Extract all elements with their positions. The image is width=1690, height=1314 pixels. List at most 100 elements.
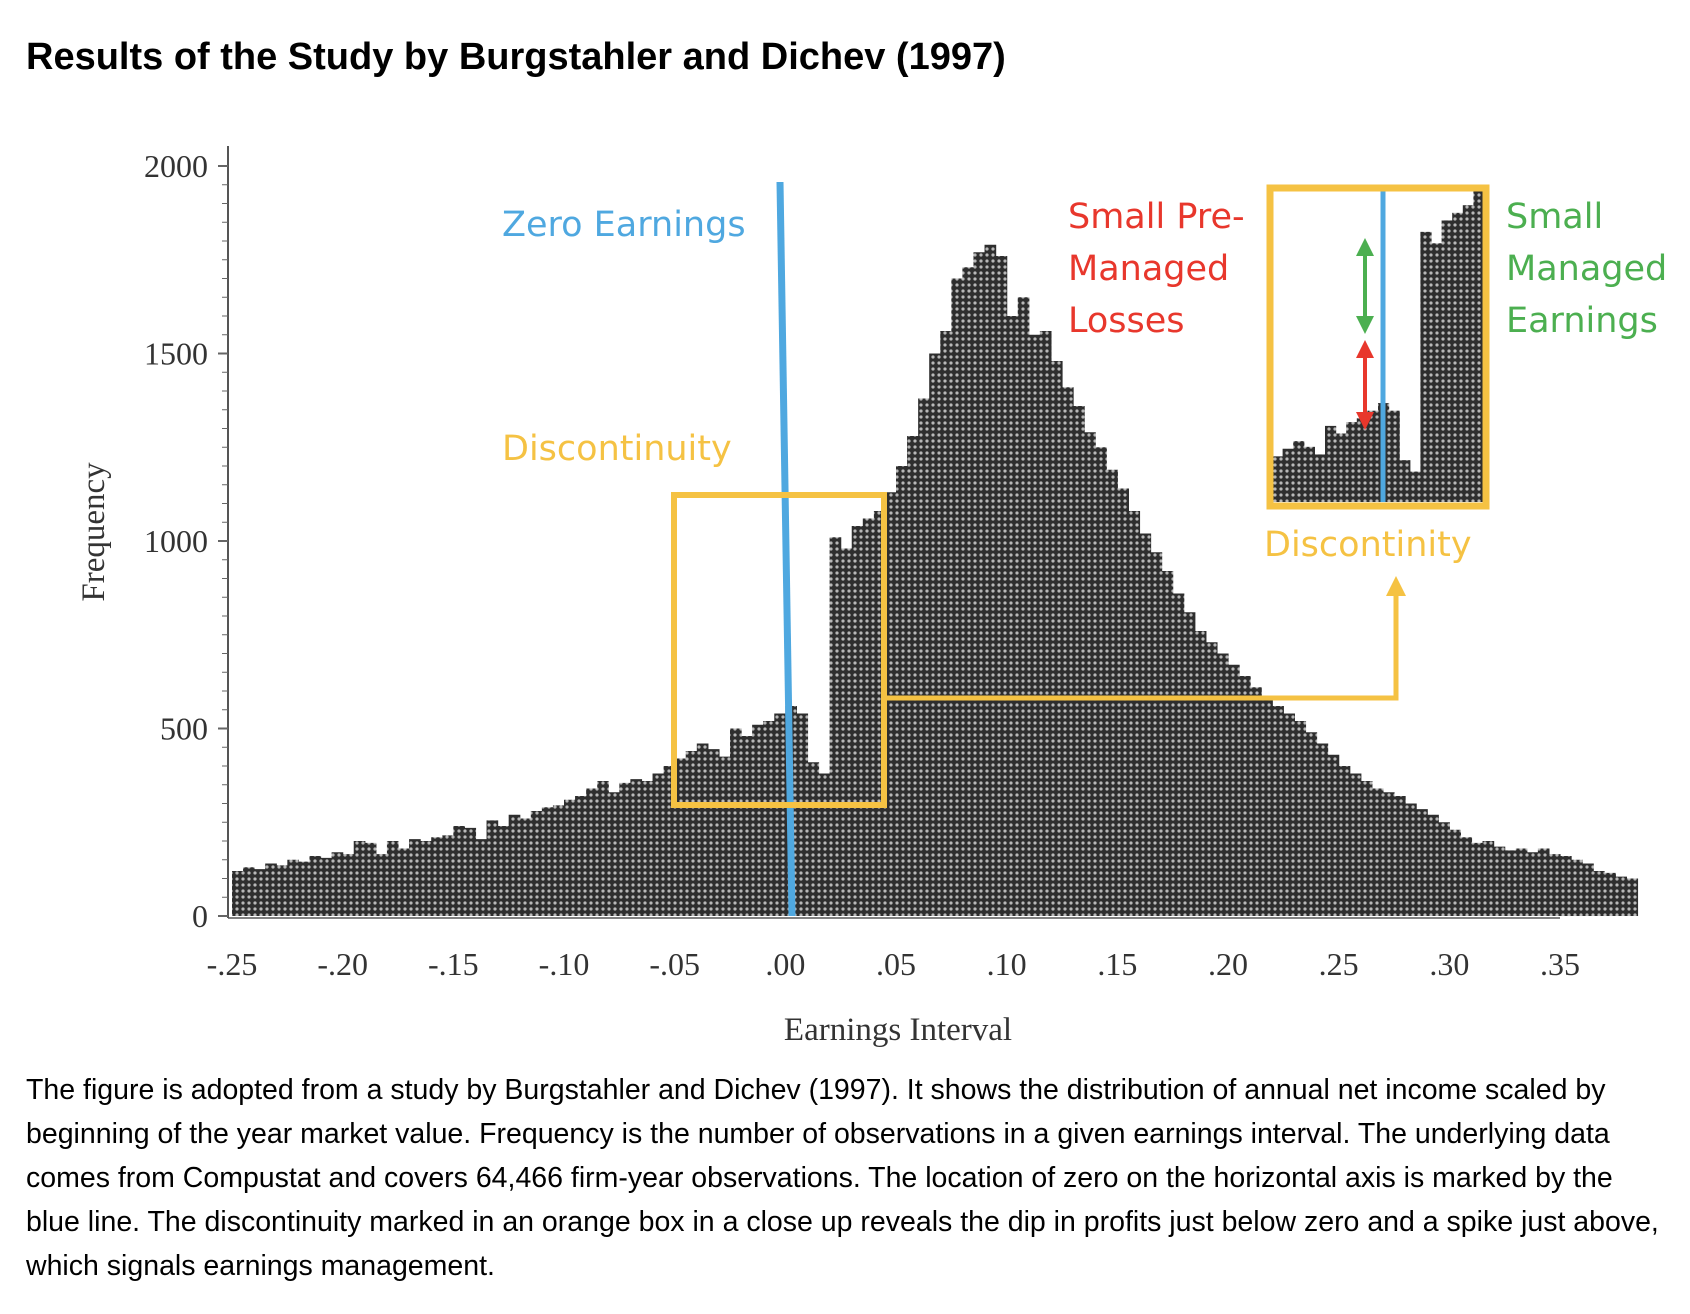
histogram-bar — [1571, 859, 1583, 916]
histogram-bar — [1515, 848, 1528, 916]
histogram-bar — [884, 492, 897, 916]
histogram-bar — [940, 331, 952, 916]
discontinuity-box — [671, 492, 887, 808]
inset-bar — [1399, 460, 1411, 502]
histogram-bar — [431, 837, 443, 916]
histogram-bar — [1228, 664, 1240, 916]
histogram-bar — [1117, 488, 1129, 916]
histogram-bar — [1183, 612, 1196, 916]
histogram-bar — [320, 857, 333, 916]
x-tick-label: .25 — [1319, 946, 1359, 982]
histogram-bar — [486, 820, 499, 916]
histogram-bar — [1017, 297, 1030, 916]
histogram-bar — [907, 436, 919, 916]
y-tick-label: 0 — [192, 898, 208, 934]
green-double-arrow — [1356, 238, 1374, 334]
inset-bar — [1303, 446, 1315, 502]
histogram-bar — [1504, 850, 1517, 916]
histogram-bar — [1560, 856, 1572, 916]
histogram-bar — [552, 805, 565, 916]
zero-earnings-label: Zero Earnings — [502, 205, 746, 245]
histogram-bar — [575, 796, 587, 916]
label-line-1: Small — [1506, 197, 1603, 237]
histogram-bar — [1548, 854, 1561, 916]
figure-caption: The figure is adopted from a study by Bu… — [26, 1074, 1659, 1282]
histogram-bar — [597, 781, 609, 916]
histogram-bar — [497, 826, 510, 916]
histogram-bar — [1460, 837, 1473, 916]
histogram-bar — [1493, 846, 1506, 916]
x-tick-label: -.05 — [649, 946, 700, 982]
histogram-bar — [608, 792, 620, 916]
label-line-2: Managed — [1506, 249, 1667, 289]
histogram-bar — [1416, 809, 1428, 916]
histogram-bar — [342, 854, 355, 916]
histogram-bar — [1261, 698, 1273, 916]
histogram-bar — [1338, 766, 1351, 916]
histogram-bar — [718, 756, 731, 916]
inset-bar — [1293, 441, 1305, 502]
inset-bar — [1314, 454, 1326, 502]
histogram-bar — [829, 537, 842, 916]
histogram-bar — [1239, 676, 1251, 916]
histogram-bar — [1471, 842, 1484, 916]
histogram-bar — [840, 548, 853, 916]
small-managed-earnings-label: Small Managed Earnings — [1506, 197, 1678, 341]
inset-bar — [1356, 418, 1368, 502]
histogram-bar — [741, 736, 753, 916]
histogram-bar — [1604, 872, 1616, 916]
histogram-bar — [364, 842, 377, 916]
histogram-bar — [685, 751, 698, 916]
histogram-bar — [508, 814, 521, 916]
histogram-bar — [1427, 814, 1439, 916]
x-tick-label: .00 — [765, 946, 805, 982]
histogram-bar — [1305, 732, 1318, 916]
histogram-bar — [1272, 706, 1284, 916]
histogram-bar — [630, 779, 643, 916]
zero-earnings-line — [776, 181, 796, 917]
x-tick-label: .05 — [876, 946, 916, 982]
histogram-bar — [674, 758, 687, 916]
histogram-bar — [707, 749, 720, 916]
x-tick-label: -.10 — [539, 946, 590, 982]
histogram-bar — [475, 839, 488, 916]
histogram-bar — [254, 869, 266, 916]
histogram-bar — [1294, 721, 1307, 916]
histogram-bar — [1172, 593, 1185, 916]
y-tick-label: 2000 — [144, 148, 208, 184]
x-tick-label: .10 — [987, 946, 1027, 982]
histogram-bar — [1216, 653, 1229, 916]
discontinity-label: Discontinity — [1264, 525, 1472, 565]
inset-bar — [1431, 243, 1443, 502]
histogram-bar — [951, 278, 963, 916]
histogram-bar — [1449, 829, 1461, 916]
histogram-bar — [818, 773, 831, 916]
inset-bar — [1346, 422, 1358, 502]
label-line-3: Losses — [1068, 301, 1185, 341]
histogram-bar — [1028, 334, 1041, 916]
histogram-bar — [530, 811, 543, 916]
histogram-bar — [1250, 687, 1262, 916]
y-tick-labels: 0 500 1000 1500 2000 — [144, 148, 208, 934]
inset-bar — [1462, 205, 1474, 502]
x-tick-label: .30 — [1429, 946, 1469, 982]
histogram-bar — [519, 818, 532, 916]
inset-bar — [1441, 220, 1453, 502]
inset-bar — [1473, 190, 1485, 502]
x-axis-label: Earnings Interval — [784, 1012, 1012, 1048]
label-line-2: Managed — [1068, 249, 1229, 289]
histogram-bar — [1073, 406, 1085, 916]
histogram-bar — [1283, 713, 1295, 916]
histogram-bar — [1482, 841, 1495, 916]
histogram-bar — [696, 743, 709, 916]
histogram-bar — [1626, 878, 1639, 916]
histogram-bar — [586, 788, 598, 916]
inset-bar — [1325, 425, 1337, 502]
small-pre-managed-losses-label: Small Pre- Managed Losses — [1068, 197, 1256, 341]
x-tick-label: .20 — [1208, 946, 1248, 982]
x-tick-labels: -.25 -.20 -.15 -.10 -.05 .00 .05 .10 .15 .20 .25 .3… — [207, 946, 1580, 982]
histogram-bar — [420, 841, 432, 916]
inset-bar — [1388, 410, 1400, 502]
histogram-bar — [564, 799, 576, 916]
histogram-bar — [1039, 331, 1052, 916]
